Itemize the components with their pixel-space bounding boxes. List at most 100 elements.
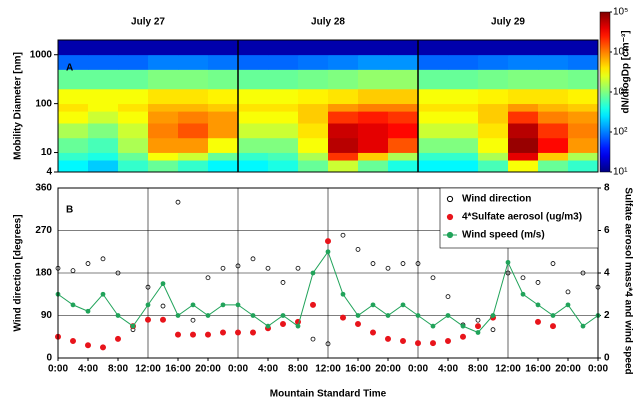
heatmap-cell xyxy=(358,137,389,153)
data-point xyxy=(205,313,211,318)
legend-box xyxy=(439,187,599,249)
heatmap-cell xyxy=(118,69,149,90)
heatmap-cell xyxy=(118,152,149,161)
data-point xyxy=(474,323,481,330)
heatmap-cell xyxy=(238,111,269,124)
colorbar-tick-label: 10⁴ xyxy=(613,47,628,58)
x-tick-label: 12:00 xyxy=(315,364,341,375)
data-point xyxy=(400,261,406,266)
y-tick-label: 100 xyxy=(35,98,52,109)
heatmap-cell xyxy=(328,123,359,139)
heatmap-cell xyxy=(58,40,89,56)
x-tick-label: 12:00 xyxy=(135,364,161,375)
data-point xyxy=(234,329,241,336)
heatmap-cell xyxy=(538,69,569,90)
heatmap-cell xyxy=(88,54,119,70)
heatmap-cell xyxy=(418,54,449,70)
heatmap-cell xyxy=(328,69,359,90)
data-point xyxy=(444,337,451,344)
heatmap-cell xyxy=(568,69,599,90)
legend-marker xyxy=(446,195,454,203)
data-point xyxy=(190,317,196,323)
data-point xyxy=(280,313,286,318)
data-point xyxy=(520,291,526,297)
heatmap-cell xyxy=(568,103,599,112)
heatmap-cell xyxy=(328,88,359,105)
heatmap-cell xyxy=(268,54,299,70)
x-tick-label: 0:00 xyxy=(588,364,608,375)
heatmap-cell xyxy=(148,54,179,70)
data-point xyxy=(535,302,541,308)
heatmap-cell xyxy=(328,160,359,173)
heatmap-cell xyxy=(208,123,239,139)
heatmap-cell xyxy=(328,40,359,56)
y2-tick-label: 0 xyxy=(604,353,610,364)
y-axis-title: Mobility Diameter [nm] xyxy=(13,52,24,160)
data-point xyxy=(219,329,226,336)
heatmap-cell xyxy=(238,88,269,105)
data-point xyxy=(430,275,436,281)
data-point xyxy=(100,256,106,262)
plot-frame xyxy=(57,39,599,173)
legend-marker xyxy=(446,231,454,239)
x-tick-label: 8:00 xyxy=(108,364,128,375)
heatmap-cell xyxy=(58,123,89,139)
heatmap-cell xyxy=(508,54,539,70)
heatmap-cell xyxy=(88,103,119,112)
heatmap-cell xyxy=(88,88,119,105)
data-point xyxy=(339,314,346,321)
heatmap-cell xyxy=(208,152,239,161)
heatmap-cell xyxy=(478,54,509,70)
data-point xyxy=(445,313,451,318)
heatmap-cell xyxy=(238,152,269,161)
y2-tick-label: 6 xyxy=(604,225,610,236)
data-point xyxy=(475,317,481,323)
data-point xyxy=(100,291,106,297)
data-point xyxy=(550,261,556,266)
y-axis-title: Wind direction [degrees] xyxy=(13,214,24,331)
heatmap-cell xyxy=(328,103,359,112)
panel-label: A xyxy=(66,63,73,74)
heatmap-cell xyxy=(178,40,209,56)
heatmap-cell xyxy=(88,111,119,124)
heatmap-cell xyxy=(208,160,239,173)
data-point xyxy=(324,238,331,245)
x-tick-label: 4:00 xyxy=(78,364,98,375)
y-tick-label: 1000 xyxy=(30,49,53,60)
data-point xyxy=(70,302,76,308)
data-point xyxy=(220,265,226,271)
heatmap-cell xyxy=(58,88,89,105)
heatmap-cell xyxy=(508,152,539,161)
data-point xyxy=(505,259,511,265)
data-point xyxy=(325,249,331,255)
heatmap-cell xyxy=(538,54,569,70)
heatmap-cell xyxy=(568,123,599,139)
heatmap-cell xyxy=(268,152,299,161)
heatmap-cell xyxy=(148,123,179,139)
data-point xyxy=(459,333,466,340)
heatmap-cell xyxy=(328,111,359,124)
heatmap-cell xyxy=(268,88,299,105)
heatmap-cell xyxy=(328,54,359,70)
legend-label: Wind speed (m/s) xyxy=(462,230,545,241)
data-point xyxy=(174,331,181,338)
data-point xyxy=(309,301,316,308)
heatmap-cell xyxy=(148,88,179,105)
x-tick-label: 20:00 xyxy=(375,364,401,375)
heatmap-cell xyxy=(358,54,389,70)
data-point xyxy=(160,281,166,287)
heatmap-cell xyxy=(448,54,479,70)
data-point xyxy=(565,302,571,308)
heatmap-cell xyxy=(418,69,449,90)
heatmap-cell xyxy=(418,103,449,112)
data-point xyxy=(310,336,316,342)
day-label: July 29 xyxy=(491,17,525,28)
heatmap-cell xyxy=(238,69,269,90)
heatmap-cell xyxy=(268,111,299,124)
data-point xyxy=(429,340,436,347)
heatmap-cell xyxy=(448,152,479,161)
heatmap-cell xyxy=(178,54,209,70)
heatmap-cell xyxy=(568,88,599,105)
heatmap-cell xyxy=(268,160,299,173)
heatmap-cell xyxy=(148,152,179,161)
